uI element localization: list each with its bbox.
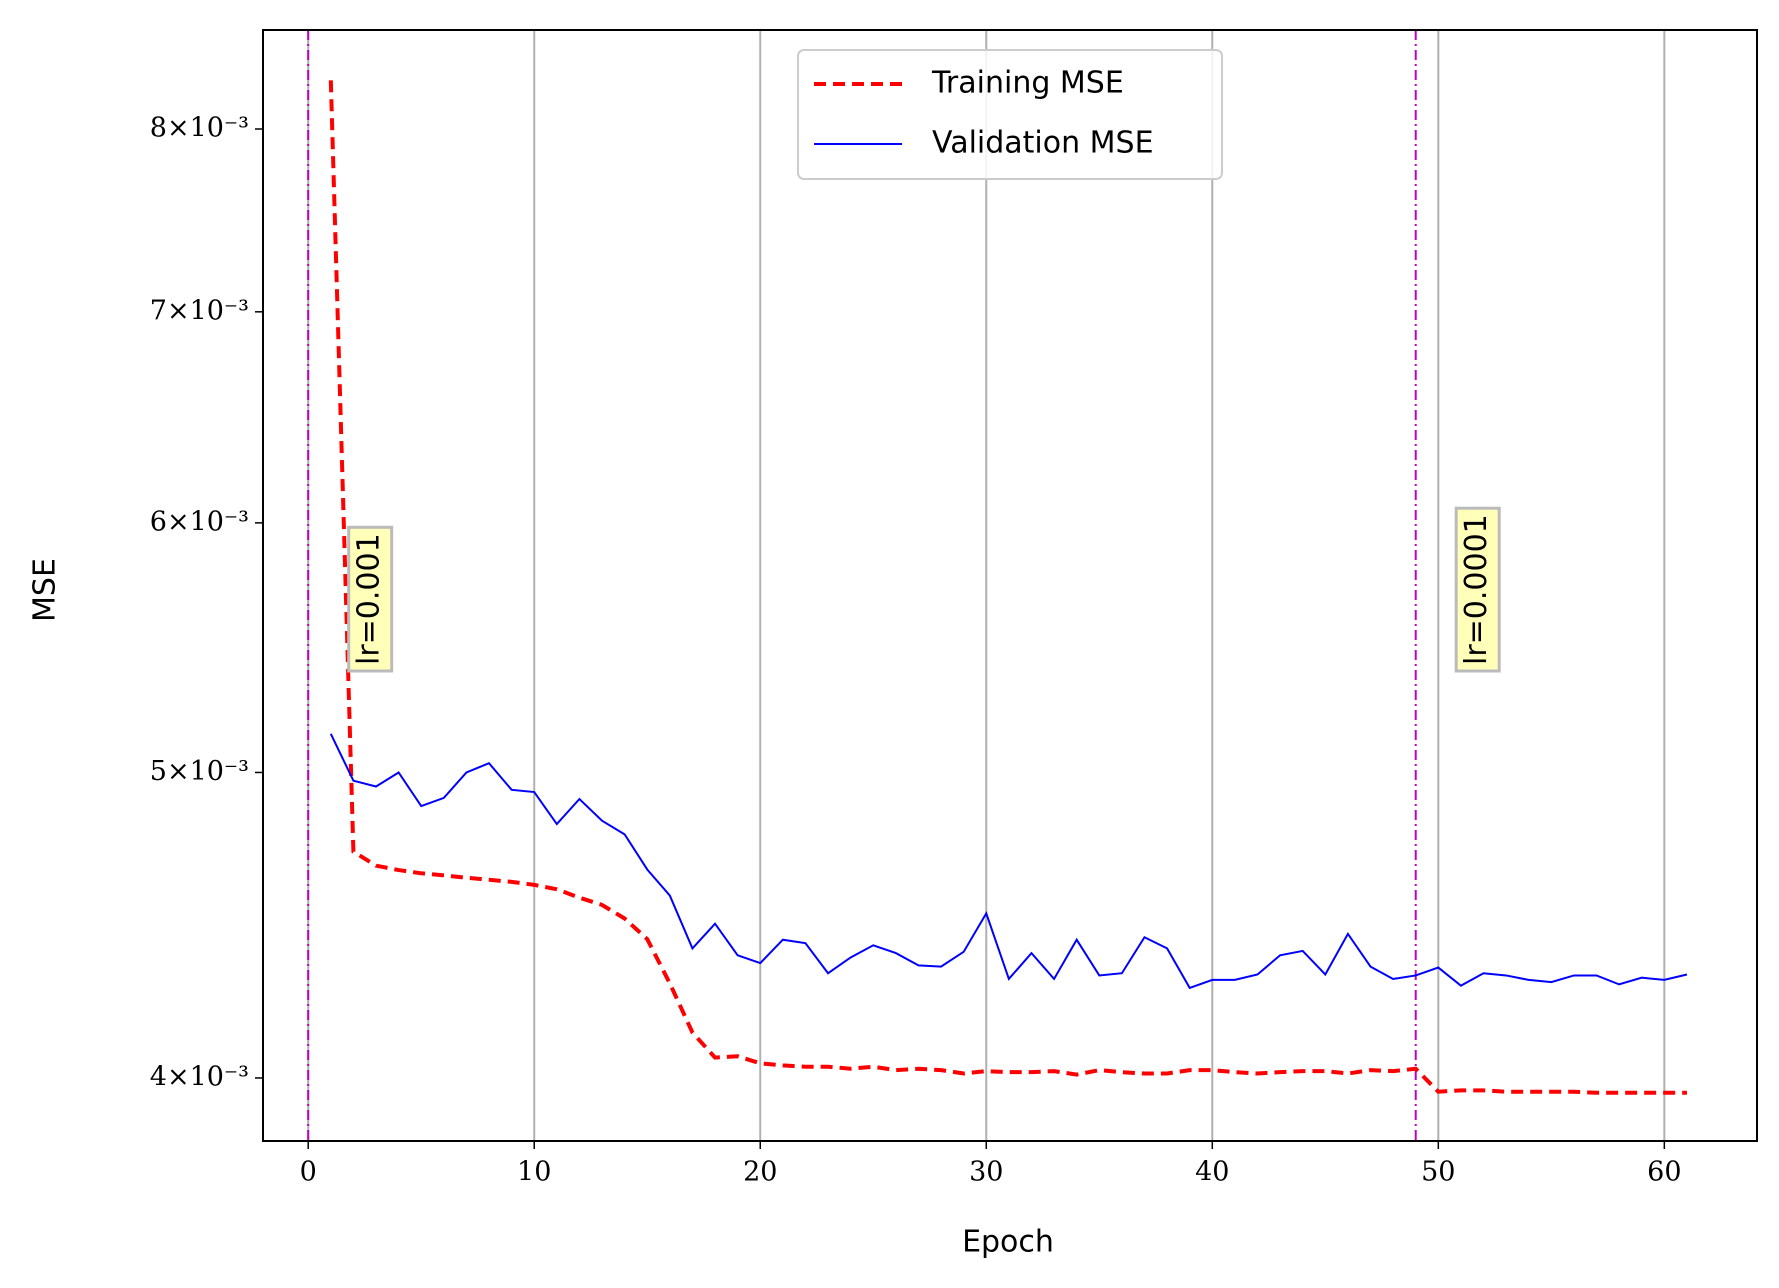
- x-tick-label: 20: [743, 1157, 777, 1188]
- x-tick-label: 0: [300, 1157, 317, 1188]
- annotation-box: [1454, 506, 1501, 673]
- x-tick-label: 40: [1195, 1157, 1229, 1188]
- y-tick-label: 4×10⁻³: [150, 1061, 249, 1092]
- annotation-box: [347, 525, 394, 673]
- data-line: [329, 733, 1688, 990]
- annotation: lr=0.0001: [1454, 506, 1501, 673]
- data-line: [328, 80, 1687, 1095]
- x-tick-label: 30: [969, 1157, 1003, 1188]
- y-tick-label: 6×10⁻³: [150, 506, 249, 537]
- legend-label: Training MSE: [931, 66, 1124, 101]
- annotation-label: lr=0.0001: [1459, 514, 1494, 665]
- plot-frame: [262, 29, 1758, 1142]
- x-tick-label: 10: [517, 1157, 551, 1188]
- annotation-label: lr=0.001: [352, 533, 387, 665]
- y-tick-label: 7×10⁻³: [150, 295, 249, 326]
- legend-box: [797, 49, 1223, 180]
- x-axis-label: Epoch: [962, 1225, 1054, 1260]
- y-axis-label: MSE: [28, 558, 63, 622]
- x-tick-label: 60: [1647, 1157, 1681, 1188]
- legend-label: Validation MSE: [932, 126, 1154, 161]
- x-tick-label: 50: [1421, 1157, 1455, 1188]
- y-tick-label: 5×10⁻³: [150, 756, 249, 787]
- annotation: lr=0.001: [347, 525, 394, 673]
- y-tick-label: 8×10⁻³: [150, 113, 249, 144]
